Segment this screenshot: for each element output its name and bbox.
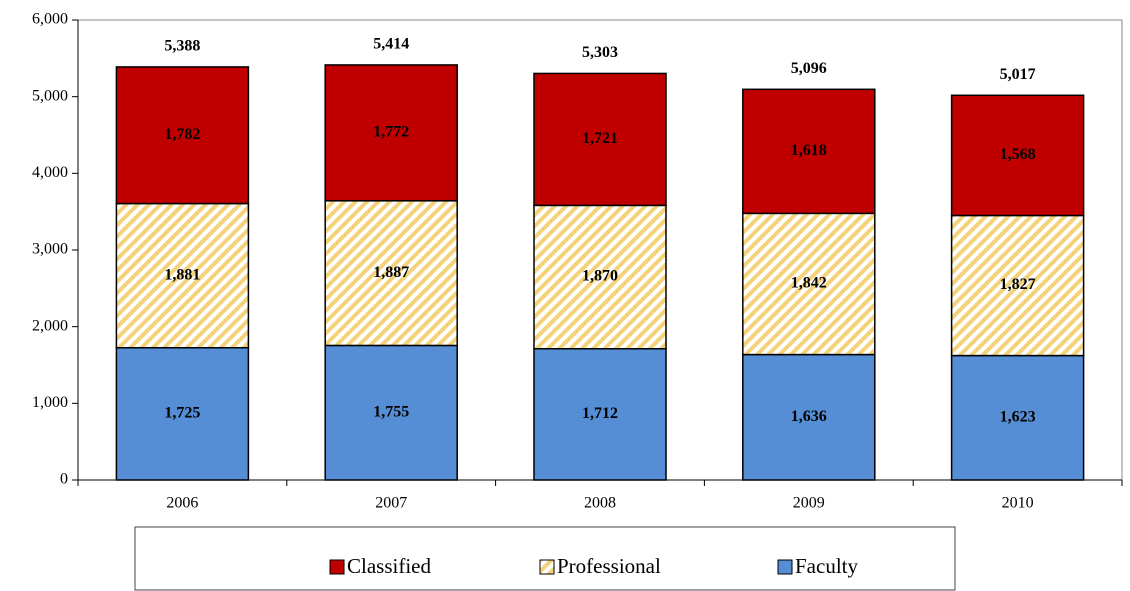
data-label: 1,618 — [791, 142, 827, 159]
legend-box — [134, 526, 956, 591]
x-tick-label: 2009 — [793, 495, 825, 512]
bar-segment — [324, 200, 458, 347]
bar-segment — [324, 64, 458, 202]
data-label: 1,755 — [373, 403, 409, 420]
bar-segment — [950, 214, 1085, 357]
x-tick-label: 2007 — [375, 495, 407, 512]
legend-swatch — [777, 559, 793, 575]
total-label: 5,096 — [791, 60, 827, 77]
data-label: 1,827 — [1000, 276, 1036, 293]
total-label: 5,414 — [373, 36, 409, 53]
y-tick-label: 1,000 — [32, 394, 68, 411]
total-label: 5,388 — [164, 38, 200, 55]
bar-segment — [533, 72, 667, 207]
data-label: 1,636 — [791, 408, 827, 425]
bar-segment — [950, 354, 1085, 481]
bar-segment — [742, 353, 876, 481]
bar-segment — [950, 94, 1085, 217]
bar-segment — [742, 88, 876, 215]
data-label: 1,842 — [791, 275, 827, 292]
bar-segment — [324, 344, 458, 481]
legend-swatch — [329, 559, 345, 575]
legend-label: Classified — [347, 554, 431, 578]
data-label: 1,881 — [164, 266, 200, 283]
data-label: 1,725 — [164, 405, 200, 422]
bar-segment — [115, 66, 250, 205]
data-label: 1,712 — [582, 405, 618, 422]
data-label: 1,772 — [373, 124, 409, 141]
data-label: 1,782 — [164, 126, 200, 143]
data-label: 1,887 — [373, 264, 409, 281]
total-label: 5,017 — [1000, 66, 1036, 83]
x-tick-label: 2006 — [166, 495, 198, 512]
bar-segment — [533, 204, 667, 350]
data-label: 1,870 — [582, 268, 618, 285]
legend-swatch — [539, 559, 555, 575]
data-label: 1,721 — [582, 130, 618, 147]
y-tick-label: 3,000 — [32, 241, 68, 258]
bar-segment — [742, 212, 876, 356]
y-tick-label: 2,000 — [32, 317, 68, 334]
y-tick-label: 0 — [60, 471, 68, 488]
total-label: 5,303 — [582, 44, 618, 61]
y-tick-label: 5,000 — [32, 87, 68, 104]
x-tick-label: 2008 — [584, 495, 616, 512]
y-tick-label: 6,000 — [32, 11, 68, 28]
data-label: 1,623 — [1000, 408, 1036, 425]
legend-label: Faculty — [795, 554, 858, 578]
x-tick-label: 2010 — [1002, 495, 1034, 512]
legend-label: Professional — [557, 554, 661, 578]
data-label: 1,568 — [1000, 146, 1036, 163]
y-tick-label: 4,000 — [32, 164, 68, 181]
